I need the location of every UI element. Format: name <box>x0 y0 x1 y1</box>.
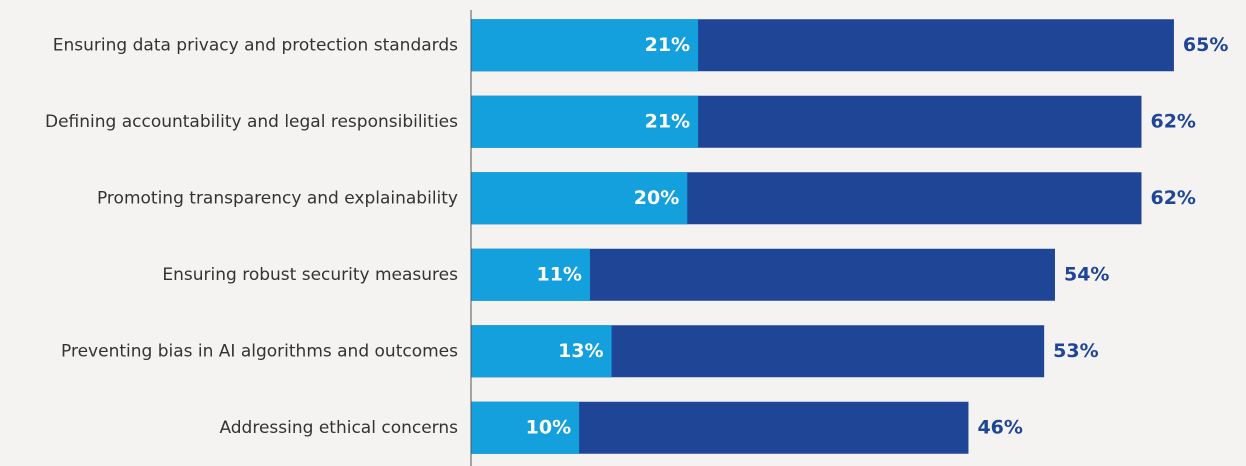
category-label: Addressing ethical concerns <box>219 418 458 438</box>
bar <box>471 19 699 72</box>
value-label: 21% <box>645 34 690 56</box>
bar <box>471 248 590 301</box>
category-label: Defining accountability and legal respon… <box>45 112 458 132</box>
value-label: 54% <box>1064 263 1109 285</box>
bar <box>471 325 612 378</box>
category-label: Ensuring data privacy and protection sta… <box>53 35 458 55</box>
bar <box>471 401 580 454</box>
value-label: 10% <box>526 416 571 438</box>
value-label: 11% <box>536 263 581 285</box>
value-label: 53% <box>1053 340 1098 362</box>
value-label: 62% <box>1150 187 1195 209</box>
value-label: 21% <box>645 110 690 132</box>
category-label: Preventing bias in AI algorithms and out… <box>61 341 458 361</box>
category-label: Ensuring robust security measures <box>162 265 458 285</box>
value-label: 46% <box>977 416 1022 438</box>
value-label: 65% <box>1183 34 1228 56</box>
bar <box>471 95 699 148</box>
value-label: 62% <box>1150 110 1195 132</box>
value-label: 13% <box>558 340 603 362</box>
bar <box>471 172 688 225</box>
category-label: Promoting transparency and explainabilit… <box>97 188 458 208</box>
value-label: 20% <box>634 187 679 209</box>
